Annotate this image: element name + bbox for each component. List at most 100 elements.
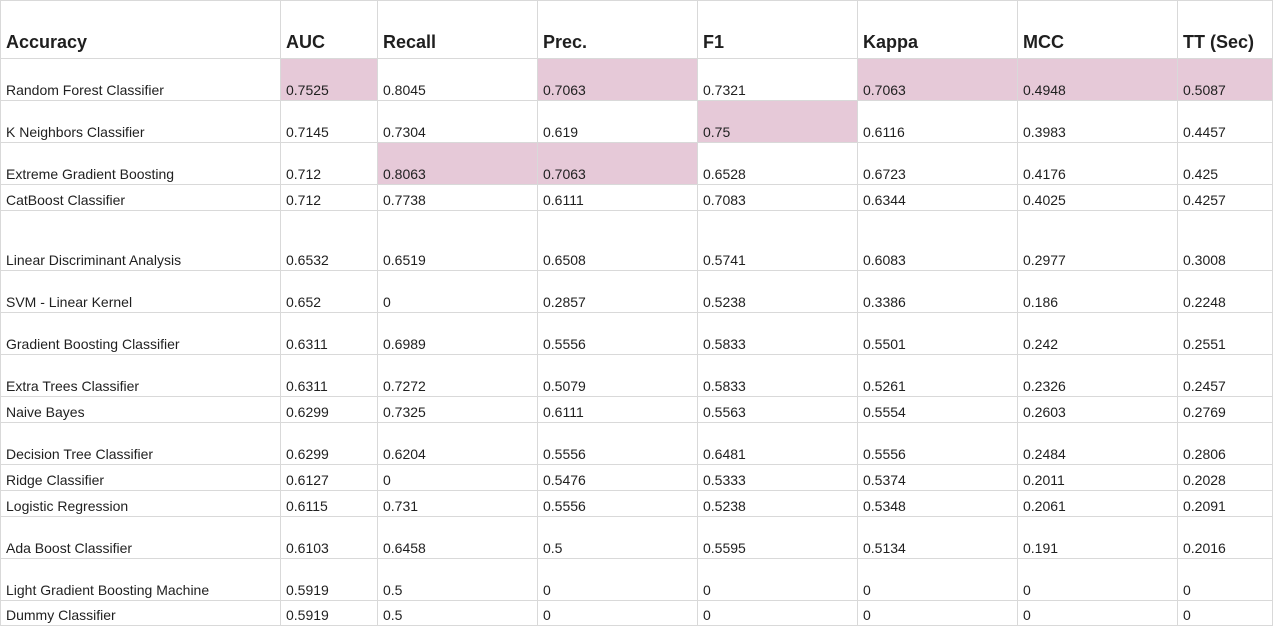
metric-cell[interactable]: 0 xyxy=(857,600,1018,626)
metric-cell[interactable]: 0.5333 xyxy=(697,464,858,491)
metric-cell[interactable]: 0.6299 xyxy=(280,396,378,423)
header-tt-sec[interactable]: TT (Sec) xyxy=(1177,0,1273,59)
metric-cell[interactable]: 0.8063 xyxy=(377,142,538,185)
metric-cell[interactable]: 0.2457 xyxy=(1177,354,1273,397)
model-name-cell[interactable]: Extra Trees Classifier xyxy=(0,354,281,397)
model-name-cell[interactable]: Logistic Regression xyxy=(0,490,281,517)
metric-cell[interactable]: 0 xyxy=(537,558,698,601)
metric-cell[interactable]: 0.2061 xyxy=(1017,490,1178,517)
metric-cell[interactable]: 0.6299 xyxy=(280,422,378,465)
header-accuracy[interactable]: Accuracy xyxy=(0,0,281,59)
metric-cell[interactable]: 0 xyxy=(1017,558,1178,601)
header-recall[interactable]: Recall xyxy=(377,0,538,59)
metric-cell[interactable]: 0 xyxy=(377,464,538,491)
model-name-cell[interactable]: Dummy Classifier xyxy=(0,600,281,626)
metric-cell[interactable]: 0.7525 xyxy=(280,58,378,101)
metric-cell[interactable]: 0.2248 xyxy=(1177,270,1273,313)
metric-cell[interactable]: 0.5348 xyxy=(857,490,1018,517)
header-auc[interactable]: AUC xyxy=(280,0,378,59)
metric-cell[interactable]: 0.6481 xyxy=(697,422,858,465)
model-name-cell[interactable]: Decision Tree Classifier xyxy=(0,422,281,465)
model-name-cell[interactable]: Ridge Classifier xyxy=(0,464,281,491)
metric-cell[interactable]: 0.2551 xyxy=(1177,312,1273,355)
metric-cell[interactable]: 0.425 xyxy=(1177,142,1273,185)
metric-cell[interactable]: 0.3008 xyxy=(1177,210,1273,271)
metric-cell[interactable]: 0.712 xyxy=(280,184,378,211)
metric-cell[interactable]: 0.4948 xyxy=(1017,58,1178,101)
metric-cell[interactable]: 0.6116 xyxy=(857,100,1018,143)
model-name-cell[interactable]: Linear Discriminant Analysis xyxy=(0,210,281,271)
metric-cell[interactable]: 0.5374 xyxy=(857,464,1018,491)
metric-cell[interactable]: 0.7321 xyxy=(697,58,858,101)
metric-cell[interactable]: 0.7083 xyxy=(697,184,858,211)
metric-cell[interactable]: 0.186 xyxy=(1017,270,1178,313)
metric-cell[interactable]: 0.6344 xyxy=(857,184,1018,211)
metric-cell[interactable]: 0.5741 xyxy=(697,210,858,271)
metric-cell[interactable]: 0.652 xyxy=(280,270,378,313)
header-f1[interactable]: F1 xyxy=(697,0,858,59)
metric-cell[interactable]: 0.6311 xyxy=(280,312,378,355)
metric-cell[interactable]: 0 xyxy=(1177,600,1273,626)
metric-cell[interactable]: 0.7063 xyxy=(537,58,698,101)
metric-cell[interactable]: 0.6528 xyxy=(697,142,858,185)
metric-cell[interactable]: 0 xyxy=(1017,600,1178,626)
metric-cell[interactable]: 0.619 xyxy=(537,100,698,143)
metric-cell[interactable]: 0.3983 xyxy=(1017,100,1178,143)
metric-cell[interactable]: 0.8045 xyxy=(377,58,538,101)
metric-cell[interactable]: 0.2769 xyxy=(1177,396,1273,423)
metric-cell[interactable]: 0 xyxy=(697,600,858,626)
metric-cell[interactable]: 0.2011 xyxy=(1017,464,1178,491)
metric-cell[interactable]: 0.5 xyxy=(377,558,538,601)
metric-cell[interactable]: 0.4176 xyxy=(1017,142,1178,185)
metric-cell[interactable]: 0.4025 xyxy=(1017,184,1178,211)
metric-cell[interactable]: 0.7145 xyxy=(280,100,378,143)
metric-cell[interactable]: 0.5919 xyxy=(280,558,378,601)
metric-cell[interactable]: 0.2977 xyxy=(1017,210,1178,271)
header-prec[interactable]: Prec. xyxy=(537,0,698,59)
metric-cell[interactable]: 0.6204 xyxy=(377,422,538,465)
metric-cell[interactable]: 0.5833 xyxy=(697,312,858,355)
metric-cell[interactable]: 0.6103 xyxy=(280,516,378,559)
metric-cell[interactable]: 0.4457 xyxy=(1177,100,1273,143)
metric-cell[interactable]: 0.2484 xyxy=(1017,422,1178,465)
metric-cell[interactable]: 0.5556 xyxy=(537,490,698,517)
model-name-cell[interactable]: Ada Boost Classifier xyxy=(0,516,281,559)
metric-cell[interactable]: 0 xyxy=(697,558,858,601)
metric-cell[interactable]: 0.6111 xyxy=(537,184,698,211)
metric-cell[interactable]: 0.2857 xyxy=(537,270,698,313)
metric-cell[interactable]: 0.6989 xyxy=(377,312,538,355)
model-name-cell[interactable]: Light Gradient Boosting Machine xyxy=(0,558,281,601)
metric-cell[interactable]: 0 xyxy=(1177,558,1273,601)
metric-cell[interactable]: 0.5 xyxy=(537,516,698,559)
metric-cell[interactable]: 0.75 xyxy=(697,100,858,143)
metric-cell[interactable]: 0.5079 xyxy=(537,354,698,397)
model-name-cell[interactable]: K Neighbors Classifier xyxy=(0,100,281,143)
metric-cell[interactable]: 0.6723 xyxy=(857,142,1018,185)
model-name-cell[interactable]: Gradient Boosting Classifier xyxy=(0,312,281,355)
metric-cell[interactable]: 0.731 xyxy=(377,490,538,517)
metric-cell[interactable]: 0.7063 xyxy=(537,142,698,185)
metric-cell[interactable]: 0.2091 xyxy=(1177,490,1273,517)
metric-cell[interactable]: 0 xyxy=(857,558,1018,601)
metric-cell[interactable]: 0.5476 xyxy=(537,464,698,491)
metric-cell[interactable]: 0.2028 xyxy=(1177,464,1273,491)
metric-cell[interactable]: 0.7063 xyxy=(857,58,1018,101)
metric-cell[interactable]: 0 xyxy=(377,270,538,313)
metric-cell[interactable]: 0.2326 xyxy=(1017,354,1178,397)
metric-cell[interactable]: 0.6115 xyxy=(280,490,378,517)
metric-cell[interactable]: 0.2806 xyxy=(1177,422,1273,465)
model-name-cell[interactable]: Naive Bayes xyxy=(0,396,281,423)
model-name-cell[interactable]: Random Forest Classifier xyxy=(0,58,281,101)
metric-cell[interactable]: 0.6083 xyxy=(857,210,1018,271)
metric-cell[interactable]: 0.5554 xyxy=(857,396,1018,423)
metric-cell[interactable]: 0.191 xyxy=(1017,516,1178,559)
metric-cell[interactable]: 0.5833 xyxy=(697,354,858,397)
metric-cell[interactable]: 0.5595 xyxy=(697,516,858,559)
metric-cell[interactable]: 0.5087 xyxy=(1177,58,1273,101)
metric-cell[interactable]: 0.5238 xyxy=(697,490,858,517)
metric-cell[interactable]: 0.6458 xyxy=(377,516,538,559)
metric-cell[interactable]: 0.6111 xyxy=(537,396,698,423)
metric-cell[interactable]: 0.6508 xyxy=(537,210,698,271)
metric-cell[interactable]: 0.5238 xyxy=(697,270,858,313)
metric-cell[interactable]: 0.5501 xyxy=(857,312,1018,355)
